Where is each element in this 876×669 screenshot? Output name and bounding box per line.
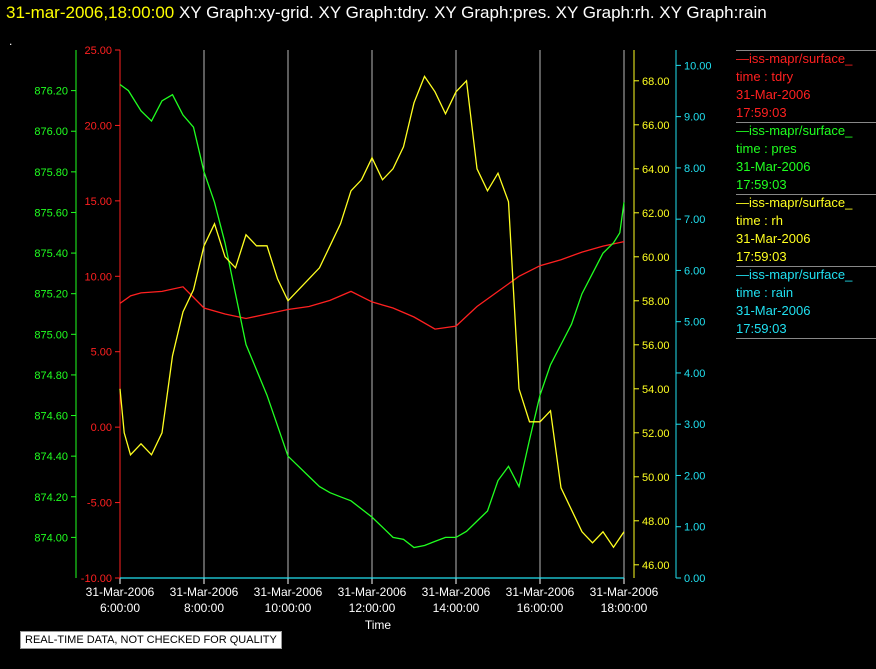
- legend-pres-time: 17:59:03: [736, 177, 787, 192]
- tdry-tick-label: 20.00: [84, 120, 112, 132]
- pres-tick-label: 875.80: [34, 167, 68, 179]
- x-tick-label-date: 31-Mar-2006: [170, 585, 239, 599]
- legend-rh-date: 31-Mar-2006: [736, 231, 811, 246]
- rain-tick-label: 1.00: [684, 522, 705, 534]
- pres-tick-label: 874.40: [34, 451, 68, 463]
- quality-note: REAL-TIME DATA, NOT CHECKED FOR QUALITY: [20, 631, 282, 649]
- tdry-tick-label: 10.00: [84, 271, 112, 283]
- x-tick-label-time: 6:00:00: [100, 601, 140, 615]
- x-tick-label-date: 31-Mar-2006: [590, 585, 659, 599]
- pres-tick-label: 875.40: [34, 248, 68, 260]
- tdry-tick-label: -5.00: [87, 498, 112, 510]
- rh-tick-label: 54.00: [642, 384, 670, 396]
- series-line-rh: [119, 75, 625, 549]
- rh-tick-label: 52.00: [642, 428, 670, 440]
- pres-tick-label: 875.20: [34, 289, 68, 301]
- x-tick-label-date: 31-Mar-2006: [338, 585, 407, 599]
- header-dot: .: [9, 34, 13, 48]
- rh-tick-label: 66.00: [642, 120, 670, 132]
- rain-tick-label: 2.00: [684, 470, 705, 482]
- legend-rain-date: 31-Mar-2006: [736, 303, 811, 318]
- x-tick-label-time: 8:00:00: [184, 601, 224, 615]
- rain-tick-label: 10.00: [684, 60, 712, 72]
- x-tick-label-date: 31-Mar-2006: [422, 585, 491, 599]
- tdry-tick-label: 5.00: [91, 347, 112, 359]
- rain-tick-label: 6.00: [684, 265, 705, 277]
- rh-tick-label: 50.00: [642, 472, 670, 484]
- legend-tdry: —iss-mapr/surface_ time : tdry 31-Mar-20…: [736, 50, 876, 122]
- legend-pres: —iss-mapr/surface_ time : pres 31-Mar-20…: [736, 122, 876, 194]
- legend-pres-date: 31-Mar-2006: [736, 159, 811, 174]
- pres-tick-label: 876.00: [34, 126, 68, 138]
- pres-tick-label: 876.20: [34, 86, 68, 98]
- rain-tick-label: 9.00: [684, 112, 705, 124]
- rh-tick-label: 68.00: [642, 76, 670, 88]
- legend-rain-time: 17:59:03: [736, 321, 787, 336]
- rh-tick-label: 56.00: [642, 340, 670, 352]
- x-tick-label-time: 18:00:00: [601, 601, 648, 615]
- legend-pres-var: time : pres: [736, 141, 797, 156]
- legend-pres-name: —iss-mapr/surface_: [736, 123, 853, 138]
- legend-rh-time: 17:59:03: [736, 249, 787, 264]
- legend-tdry-name: —iss-mapr/surface_: [736, 51, 853, 66]
- x-tick-label-time: 14:00:00: [433, 601, 480, 615]
- x-axis-label: Time: [365, 618, 392, 632]
- legend-rain-name: —iss-mapr/surface_: [736, 267, 853, 282]
- legend-tdry-date: 31-Mar-2006: [736, 87, 811, 102]
- x-tick-label-date: 31-Mar-2006: [86, 585, 155, 599]
- rain-tick-label: 4.00: [684, 368, 705, 380]
- pres-tick-label: 875.60: [34, 207, 68, 219]
- legend-tdry-var: time : tdry: [736, 69, 794, 84]
- pres-tick-label: 874.80: [34, 370, 68, 382]
- graph-header: 31-mar-2006,18:00:00 XY Graph:xy-grid. X…: [6, 3, 767, 23]
- rh-tick-label: 46.00: [642, 560, 670, 572]
- x-tick-label-time: 12:00:00: [349, 601, 396, 615]
- x-tick-label-time: 16:00:00: [517, 601, 564, 615]
- x-tick-label-time: 10:00:00: [265, 601, 312, 615]
- rh-tick-label: 64.00: [642, 164, 670, 176]
- header-timestamp: 31-mar-2006,18:00:00: [6, 3, 175, 22]
- rain-tick-label: 8.00: [684, 163, 705, 175]
- rain-tick-label: 0.00: [684, 573, 705, 585]
- rain-tick-label: 3.00: [684, 419, 705, 431]
- legend-rh-var: time : rh: [736, 213, 783, 228]
- pres-tick-label: 874.20: [34, 492, 68, 504]
- legend-rh-name: —iss-mapr/surface_: [736, 195, 853, 210]
- tdry-tick-label: 15.00: [84, 196, 112, 208]
- rh-tick-label: 58.00: [642, 296, 670, 308]
- tdry-tick-label: -10.00: [81, 573, 112, 585]
- tdry-tick-label: 25.00: [84, 45, 112, 57]
- legend-tdry-time: 17:59:03: [736, 105, 787, 120]
- rain-tick-label: 7.00: [684, 214, 705, 226]
- legend-rh: —iss-mapr/surface_ time : rh 31-Mar-2006…: [736, 194, 876, 266]
- series-line-tdry: [119, 240, 625, 330]
- rh-tick-label: 48.00: [642, 516, 670, 528]
- x-tick-label-date: 31-Mar-2006: [506, 585, 575, 599]
- tdry-tick-label: 0.00: [91, 422, 112, 434]
- header-graph-titles: XY Graph:xy-grid. XY Graph:tdry. XY Grap…: [178, 3, 767, 22]
- x-tick-label-date: 31-Mar-2006: [254, 585, 323, 599]
- legend-rain: —iss-mapr/surface_ time : rain 31-Mar-20…: [736, 266, 876, 339]
- series-line-pres: [119, 83, 625, 549]
- rh-tick-label: 62.00: [642, 208, 670, 220]
- legend-rain-var: time : rain: [736, 285, 794, 300]
- rain-tick-label: 5.00: [684, 317, 705, 329]
- rh-tick-label: 60.00: [642, 252, 670, 264]
- pres-tick-label: 875.00: [34, 329, 68, 341]
- pres-tick-label: 874.00: [34, 532, 68, 544]
- pres-tick-label: 874.60: [34, 411, 68, 423]
